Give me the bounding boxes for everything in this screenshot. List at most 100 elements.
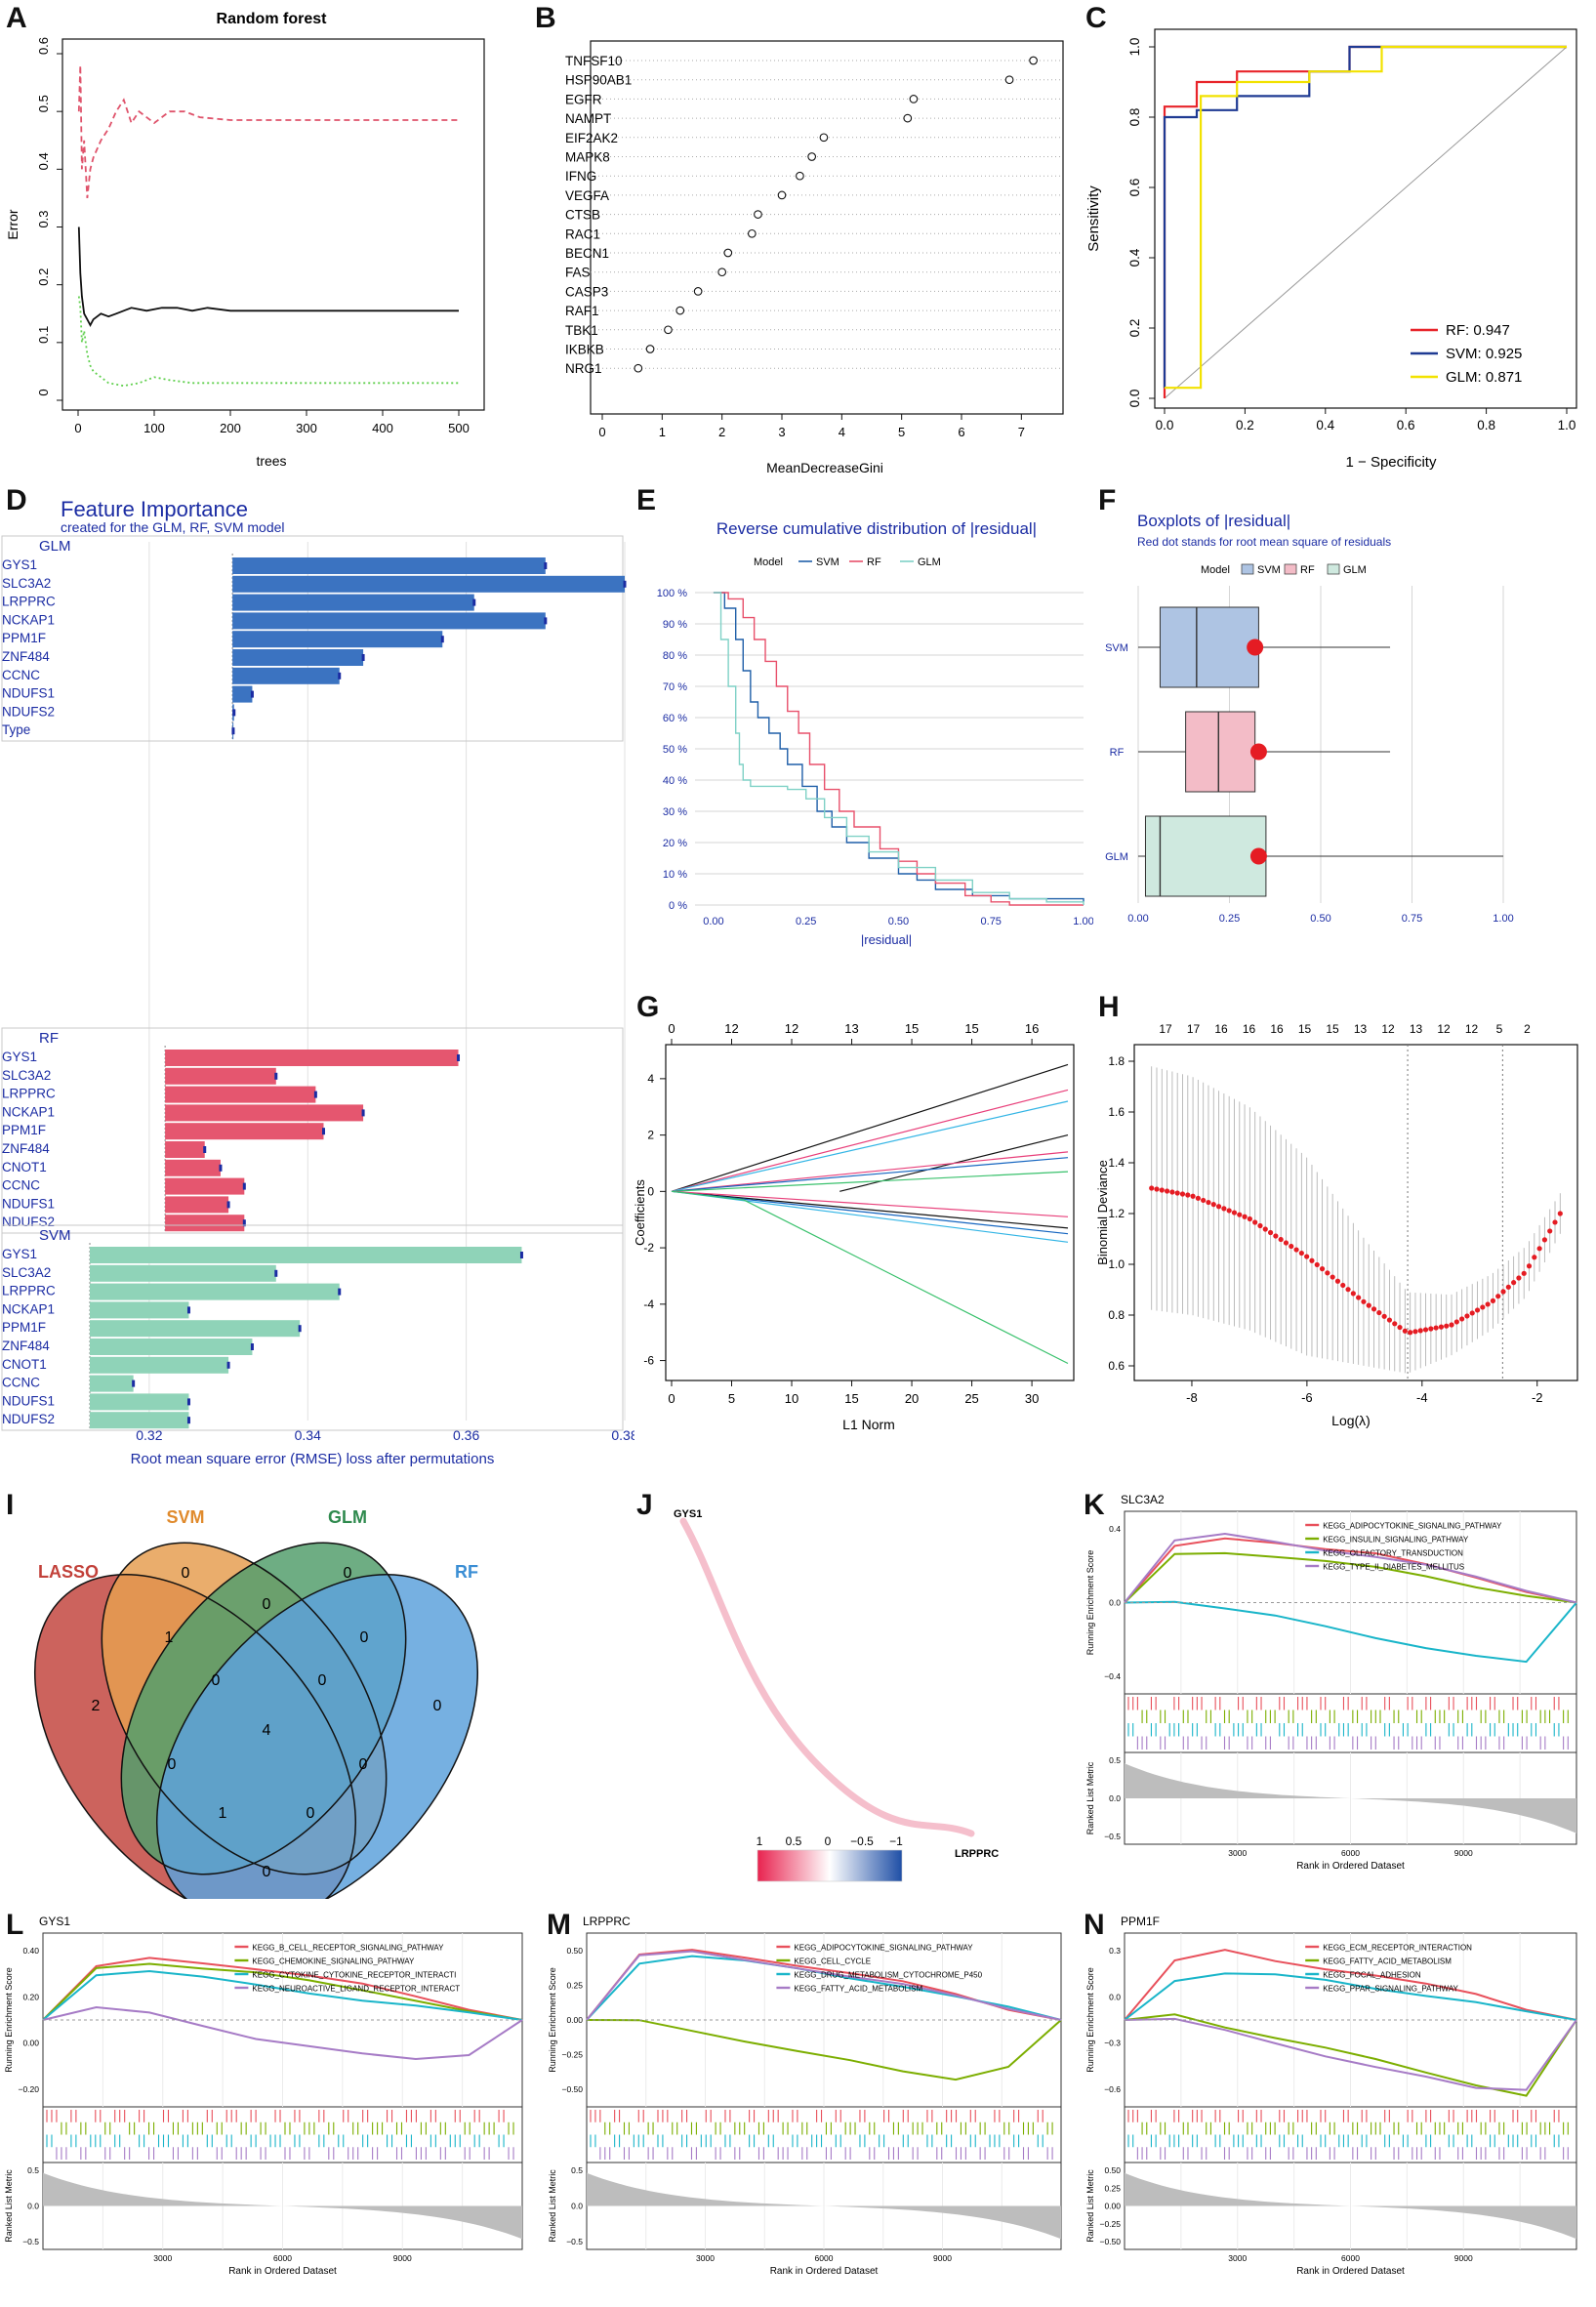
- feature-label: LRPPRC: [2, 595, 56, 609]
- deviance-point: [1319, 1266, 1326, 1272]
- top-tick-label: 12: [1437, 1022, 1451, 1036]
- deviance-point: [1237, 1212, 1243, 1217]
- error-marker: [232, 709, 236, 717]
- deviance-point: [1159, 1187, 1165, 1193]
- chart-subtitle: created for the GLM, RF, SVM model: [61, 519, 285, 535]
- importance-bar: [232, 557, 546, 574]
- y-tick-label: 1.8: [1108, 1054, 1125, 1068]
- enrichment-curve: [1124, 1537, 1577, 1604]
- top-tick-label: 5: [1496, 1022, 1503, 1036]
- y-axis-label: Running Enrichment Score: [1085, 1967, 1095, 2073]
- deviance-point: [1340, 1282, 1346, 1289]
- deviance-point: [1257, 1222, 1263, 1229]
- top-tick-label: 15: [1326, 1022, 1339, 1036]
- x-tick-label: 3: [778, 425, 785, 439]
- y-tick-label: 1.0: [1127, 38, 1142, 57]
- x-tick-label: 3000: [696, 2253, 715, 2263]
- gene-label: HSP90AB1: [565, 73, 632, 88]
- x-tick-label: -6: [1301, 1390, 1313, 1405]
- deviance-point: [1469, 1310, 1475, 1316]
- metric-axis-label: Ranked List Metric: [4, 2169, 14, 2243]
- error-marker: [219, 1164, 223, 1172]
- deviance-point: [1345, 1287, 1351, 1293]
- feature-label: ZNF484: [2, 649, 50, 664]
- legend-label: KEGG_FATTY_ACID_METABOLISM: [794, 1985, 922, 1994]
- x-tick-label: 2: [718, 425, 725, 439]
- importance-bar: [90, 1320, 301, 1338]
- importance-bar: [90, 1412, 189, 1429]
- y-tick-label: -6: [643, 1354, 654, 1368]
- roc-curve-glm: [1165, 45, 1567, 390]
- panel-letter-i: I: [6, 1489, 15, 1521]
- feature-label: ZNF484: [2, 1141, 50, 1156]
- feature-label: CCNC: [2, 1178, 40, 1193]
- importance-bar: [90, 1247, 522, 1263]
- gene-label: TBK1: [565, 323, 598, 338]
- deviance-point: [1210, 1202, 1216, 1208]
- x-tick-label: 300: [296, 421, 317, 435]
- panel-f-chart: Boxplots of |residual| Red dot stands fo…: [1105, 512, 1514, 925]
- importance-bar: [165, 1196, 229, 1214]
- top-tick-label: 12: [1381, 1022, 1395, 1036]
- y-tick-label: 0: [36, 389, 51, 395]
- error-marker: [250, 690, 254, 698]
- legend-swatch: [1327, 563, 1340, 575]
- node-label-lrpprc: LRPPRC: [955, 1848, 999, 1860]
- ranked-metric-area: [1125, 1763, 1576, 1833]
- panel-c-chart: 0.0 0.2 0.4 0.6 0.8 1.0 0.0 0.2 0.4 0.6 0.8 1.0 RF:…: [1085, 28, 1577, 471]
- deviance-point: [1221, 1206, 1227, 1212]
- x-tick-label: 1: [659, 425, 666, 439]
- x-tick-label: 100: [143, 421, 165, 435]
- error-line-oob: [77, 227, 459, 328]
- gene-label: RAF1: [565, 304, 599, 318]
- importance-bar: [165, 1104, 364, 1122]
- feature-label: Type: [2, 722, 30, 737]
- deviance-point: [1304, 1254, 1310, 1259]
- metric-tick-label: −0.5: [22, 2237, 39, 2246]
- x-tick-label: 0.0: [1156, 418, 1174, 433]
- venn-label-lasso: LASSO: [38, 1562, 99, 1582]
- gene-title: SLC3A2: [1121, 1493, 1165, 1506]
- x-tick-label: 7: [1018, 425, 1025, 439]
- gini-point: [645, 345, 655, 353]
- x-axis-label: |residual|: [861, 932, 912, 947]
- deviance-point: [1154, 1186, 1160, 1192]
- gene-label: IFNG: [565, 169, 596, 184]
- metric-tick-label: 0.0: [1109, 1793, 1121, 1803]
- deviance-point: [1521, 1270, 1527, 1276]
- x-tick-label: 9000: [393, 2253, 412, 2263]
- x-tick-label: 0.75: [1402, 913, 1422, 925]
- box: [1144, 815, 1267, 897]
- top-tick-label: 16: [1025, 1021, 1039, 1036]
- feature-label: GYS1: [2, 1247, 37, 1261]
- legend-swatch: [1241, 563, 1254, 575]
- deviance-point: [1278, 1236, 1284, 1243]
- deviance-point: [1206, 1199, 1211, 1206]
- deviance-point: [1242, 1214, 1248, 1219]
- panel-a-chart: Random forest 0 0.1 0.2 0.3 0.4 0.5 0.6 0 100 20…: [5, 11, 485, 469]
- x-tick-label: 1.00: [1073, 916, 1093, 927]
- ranked-metric-area: [1125, 2172, 1576, 2240]
- feature-label: NCKAP1: [2, 612, 55, 627]
- gini-point: [717, 268, 727, 277]
- y-tick-label: 0.6: [1127, 179, 1142, 197]
- venn-label-rf: RF: [455, 1562, 478, 1582]
- x-tick-label: 0.34: [295, 1427, 321, 1443]
- error-marker: [361, 1109, 365, 1117]
- x-tick-label: 25: [964, 1391, 978, 1406]
- x-tick-label: 4: [839, 425, 845, 439]
- enrichment-curve: [1124, 1972, 1577, 2021]
- deviance-point: [1417, 1328, 1423, 1334]
- ecdf-line-rf: [713, 592, 1084, 906]
- error-marker: [132, 1380, 136, 1387]
- top-tick-label: 15: [905, 1021, 919, 1036]
- enrichment-curve: [1124, 2013, 1577, 2097]
- chart-subtitle: Red dot stands for root mean square of r…: [1137, 535, 1391, 549]
- x-tick-label: 200: [220, 421, 241, 435]
- importance-bar: [232, 612, 546, 630]
- x-tick-label: 3000: [153, 2253, 172, 2263]
- x-tick-label: 6000: [1341, 2253, 1360, 2263]
- deviance-point: [1392, 1321, 1398, 1327]
- ecdf-line-svm: [713, 592, 1084, 902]
